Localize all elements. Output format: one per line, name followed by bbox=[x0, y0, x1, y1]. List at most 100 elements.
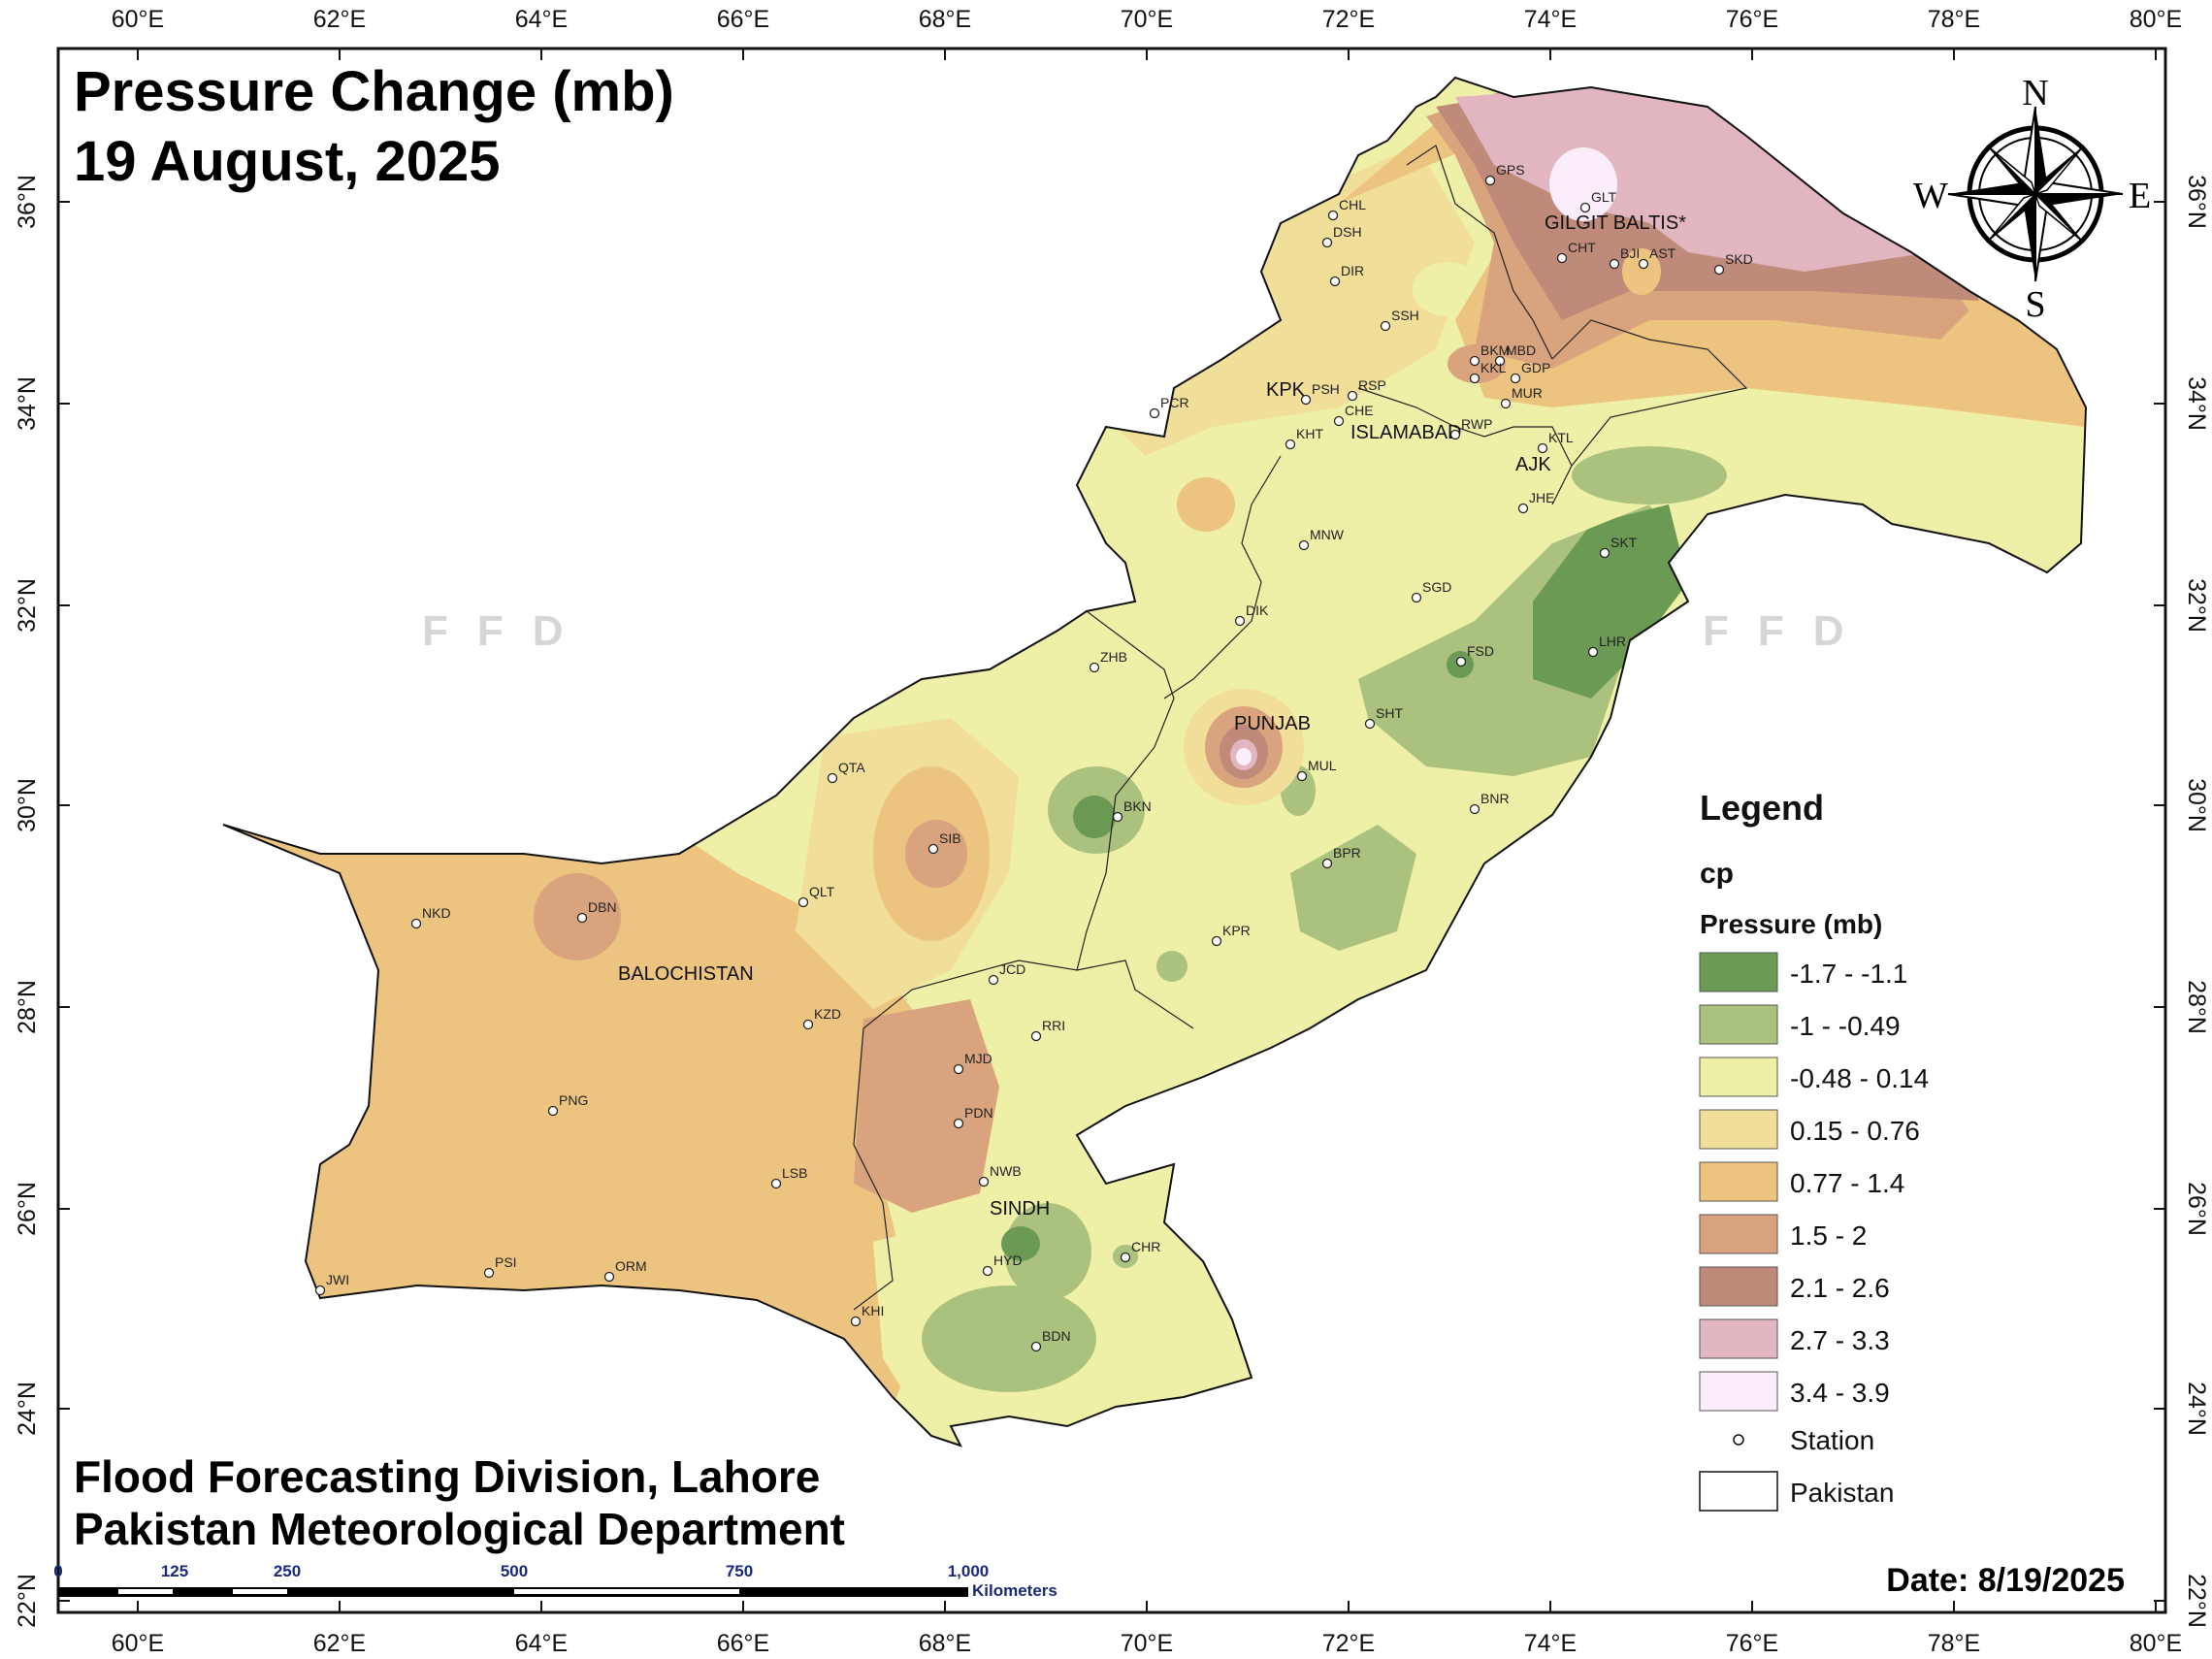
lon-label: 60°E bbox=[112, 6, 164, 33]
station-marker[interactable] bbox=[1587, 646, 1599, 658]
station-marker[interactable] bbox=[1449, 429, 1461, 440]
legend-swatch bbox=[1699, 1057, 1778, 1097]
station-marker[interactable] bbox=[1296, 770, 1308, 782]
lon-label: 66°E bbox=[717, 1630, 769, 1657]
station-marker[interactable] bbox=[1333, 415, 1345, 427]
station-marker[interactable] bbox=[1599, 547, 1610, 559]
station-marker[interactable] bbox=[827, 772, 838, 784]
station-marker[interactable] bbox=[1112, 811, 1123, 823]
station-marker[interactable] bbox=[1510, 373, 1521, 384]
station-marker[interactable] bbox=[1321, 858, 1333, 869]
station-marker[interactable] bbox=[1380, 320, 1391, 332]
station-label: JHE bbox=[1529, 490, 1554, 505]
station-label: BKM bbox=[1480, 342, 1510, 358]
station-marker[interactable] bbox=[1638, 258, 1649, 270]
station-marker[interactable] bbox=[1234, 615, 1246, 627]
lon-label: 68°E bbox=[919, 1630, 971, 1657]
credit-line1: Flood Forecasting Division, Lahore bbox=[74, 1451, 820, 1502]
lon-label: 66°E bbox=[717, 6, 769, 33]
station-marker[interactable] bbox=[1609, 258, 1620, 270]
legend-swatch bbox=[1699, 1004, 1778, 1045]
station-marker[interactable] bbox=[988, 974, 999, 986]
legend-layer: cp bbox=[1700, 858, 1734, 890]
station-marker[interactable] bbox=[1364, 718, 1376, 730]
station-marker[interactable] bbox=[1327, 210, 1339, 221]
scale-label: 250 bbox=[274, 1562, 301, 1580]
station-marker[interactable] bbox=[927, 843, 939, 855]
legend-swatch bbox=[1699, 1214, 1778, 1254]
station-marker[interactable] bbox=[1579, 202, 1591, 213]
station-marker[interactable] bbox=[314, 1285, 326, 1296]
lon-label: 80°E bbox=[2130, 6, 2182, 33]
legend-class-label: 0.77 - 1.4 bbox=[1790, 1168, 1904, 1198]
region-label: GILGIT BALTIS* bbox=[1545, 212, 1686, 234]
station-marker[interactable] bbox=[1030, 1341, 1042, 1352]
station-marker[interactable] bbox=[770, 1178, 782, 1189]
station-label: SGD bbox=[1422, 579, 1451, 595]
station-label: KKL bbox=[1480, 360, 1507, 375]
station-marker[interactable] bbox=[797, 896, 809, 908]
legend: Legend cp Pressure (mb) -1.7 - -1.1 -1 - … bbox=[1699, 788, 1929, 1512]
lon-label: 78°E bbox=[1928, 6, 1980, 33]
compass-arrow bbox=[1986, 193, 2036, 244]
station-marker[interactable] bbox=[547, 1105, 559, 1117]
station-marker[interactable] bbox=[1537, 442, 1548, 454]
legend-class-label: 0.15 - 0.76 bbox=[1790, 1116, 1920, 1146]
zone-punjab-peak-white bbox=[1236, 748, 1252, 765]
station-marker[interactable] bbox=[1411, 592, 1422, 603]
lat-label: 24°N bbox=[14, 1382, 41, 1436]
scale-bar-segment bbox=[514, 1589, 739, 1594]
map-title-line1: Pressure Change (mb) bbox=[74, 60, 674, 123]
station-marker[interactable] bbox=[1484, 175, 1496, 186]
zone-kpk-light bbox=[1116, 146, 1475, 456]
station-marker[interactable] bbox=[1500, 398, 1512, 409]
station-marker[interactable] bbox=[1469, 355, 1480, 367]
station-marker[interactable] bbox=[1285, 439, 1296, 450]
station-label: SKD bbox=[1725, 251, 1753, 267]
station-marker[interactable] bbox=[1298, 539, 1310, 551]
compass-arrow bbox=[1948, 182, 2035, 194]
station-marker[interactable] bbox=[850, 1316, 862, 1327]
station-marker[interactable] bbox=[1120, 1252, 1131, 1263]
station-label: DIK bbox=[1246, 602, 1269, 618]
pakistan-boundary bbox=[222, 76, 2088, 1448]
zone-small-green bbox=[1156, 951, 1187, 982]
legend-swatch bbox=[1699, 952, 1778, 992]
legend-swatch bbox=[1699, 1318, 1778, 1359]
station-label: DIR bbox=[1341, 263, 1364, 278]
station-label: QLT bbox=[809, 884, 835, 899]
station-marker[interactable] bbox=[1713, 264, 1725, 276]
station-marker[interactable] bbox=[1300, 394, 1312, 406]
station-marker[interactable] bbox=[1089, 662, 1100, 673]
station-marker[interactable] bbox=[1556, 252, 1568, 264]
station-marker[interactable] bbox=[1321, 237, 1333, 248]
zone-mjd-brown bbox=[854, 999, 999, 1213]
station-marker[interactable] bbox=[1211, 935, 1222, 947]
station-marker[interactable] bbox=[1455, 656, 1467, 667]
station-marker[interactable] bbox=[1469, 803, 1480, 815]
station-marker[interactable] bbox=[1329, 276, 1341, 287]
station-label: ZHB bbox=[1100, 649, 1127, 665]
station-marker[interactable] bbox=[802, 1019, 814, 1030]
station-marker[interactable] bbox=[953, 1118, 964, 1129]
lat-label: 34°N bbox=[2183, 376, 2210, 431]
station-marker[interactable] bbox=[1347, 390, 1358, 402]
station-marker[interactable] bbox=[603, 1271, 615, 1283]
compass-arrow bbox=[1986, 145, 2036, 195]
station-marker[interactable] bbox=[483, 1267, 495, 1279]
station-marker[interactable] bbox=[978, 1176, 990, 1187]
station-marker[interactable] bbox=[1517, 503, 1529, 514]
lat-labels-right: 22°N 24°N 26°N 28°N 30°N 32°N 34°N 36°N bbox=[2183, 175, 2210, 1628]
region-labels: GILGIT BALTIS* KPK ISLAMABAD AJK PUNJAB … bbox=[618, 212, 1686, 1220]
station-marker[interactable] bbox=[410, 918, 422, 929]
station-marker[interactable] bbox=[982, 1265, 993, 1277]
station-marker[interactable] bbox=[1494, 355, 1506, 367]
lon-label: 68°E bbox=[919, 6, 971, 33]
station-marker[interactable] bbox=[576, 912, 588, 924]
station-marker[interactable] bbox=[1469, 373, 1480, 384]
station-marker[interactable] bbox=[1149, 407, 1160, 419]
lon-labels-top: 60°E 62°E 64°E 66°E 68°E 70°E 72°E 74°E … bbox=[112, 6, 2182, 33]
station-marker[interactable] bbox=[1030, 1030, 1042, 1042]
boundary-balochistan bbox=[853, 610, 1175, 1311]
station-marker[interactable] bbox=[953, 1063, 964, 1075]
